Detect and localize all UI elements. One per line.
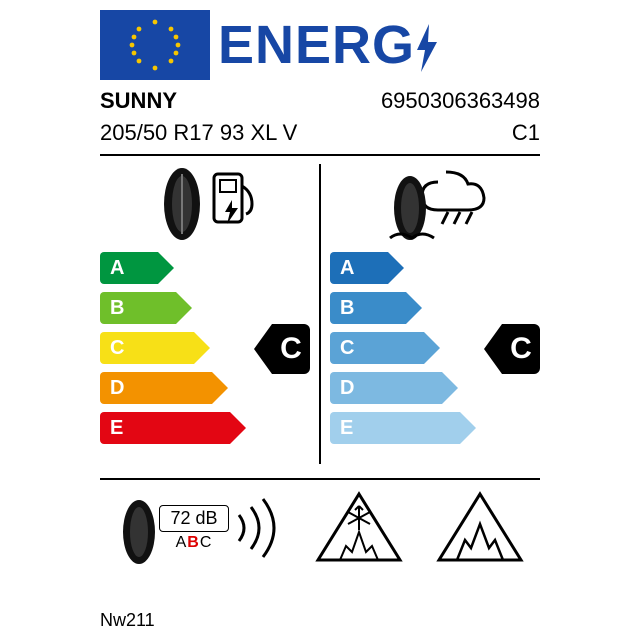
wet-icon xyxy=(380,164,490,244)
energy-text: ENERG xyxy=(218,14,415,76)
energy-word: ENERG xyxy=(218,14,439,76)
fuel-rating-badge: C xyxy=(254,324,310,374)
brand: SUNNY xyxy=(100,88,177,114)
noise-block: 72 dB ABC xyxy=(115,488,282,568)
wet-panel: ABCDE C xyxy=(330,164,540,464)
fuel-rating-letter: C xyxy=(272,324,310,374)
eu-flag xyxy=(100,10,210,80)
tire-class: C1 xyxy=(512,120,540,146)
bolt-icon xyxy=(415,24,439,72)
tire-size: 205/50 R17 93 XL V xyxy=(100,120,297,146)
fuel-panel: ABCDE C xyxy=(100,164,310,464)
model: Nw211 xyxy=(100,610,155,631)
wet-rating-badge: C xyxy=(484,324,540,374)
wet-rating-letter: C xyxy=(502,324,540,374)
noise-abc: ABC xyxy=(159,534,228,552)
barcode: 6950306363498 xyxy=(381,88,540,114)
noise-db: 72 dB xyxy=(159,505,228,532)
ice-icon xyxy=(435,488,525,568)
fuel-icon xyxy=(150,164,260,244)
snow-icon xyxy=(314,488,404,568)
header: ENERG xyxy=(100,10,540,80)
soundwave-icon xyxy=(233,493,283,563)
